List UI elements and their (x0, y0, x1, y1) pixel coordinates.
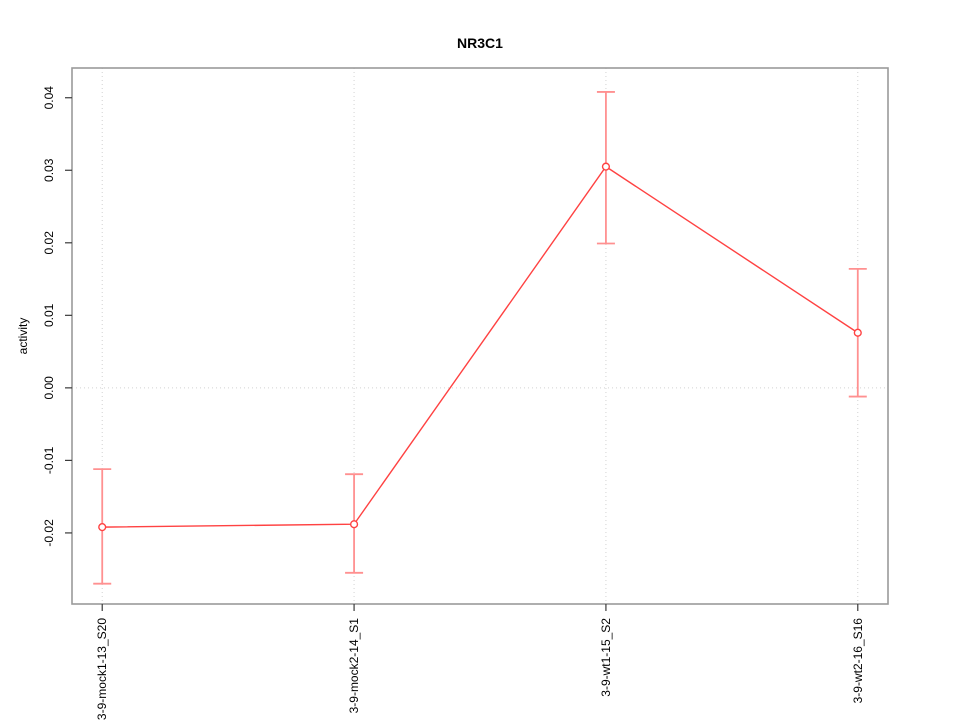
x-tick-label: 3-9-wt2-16_S16 (851, 618, 865, 704)
data-point-marker (349, 520, 359, 529)
y-tick-label: 0.01 (42, 303, 56, 327)
y-tick-label: 0.04 (42, 86, 56, 110)
series-line (102, 165, 859, 528)
y-tick-label: 0.02 (42, 231, 56, 255)
y-tick-label: 0.03 (42, 158, 56, 182)
y-axis-label: activity (16, 318, 30, 355)
plot-box (71, 67, 889, 605)
series-line-layer (102, 165, 859, 528)
error-bars-layer (93, 91, 867, 585)
y-tick-label: -0.01 (42, 446, 56, 474)
y-tick-label: -0.02 (42, 519, 56, 547)
data-point-marker (98, 523, 107, 532)
y-tick-label: 0.00 (42, 376, 56, 400)
markers-layer (98, 162, 862, 532)
x-tick-label: 3-9-mock1-13_S20 (95, 618, 109, 720)
axes-layer: -0.02 -0.01 0.00 0.01 0.02 0.03 0.04 3-9-mock1-… (42, 67, 889, 720)
data-point-marker (601, 162, 611, 171)
data-point-marker (853, 328, 862, 337)
x-tick-label: 3-9-mock2-14_S1 (347, 618, 361, 714)
gridlines-layer (72, 68, 888, 604)
chart-title: NR3C1 (457, 35, 503, 51)
x-tick-label: 3-9-wt1-15_S2 (599, 618, 613, 697)
